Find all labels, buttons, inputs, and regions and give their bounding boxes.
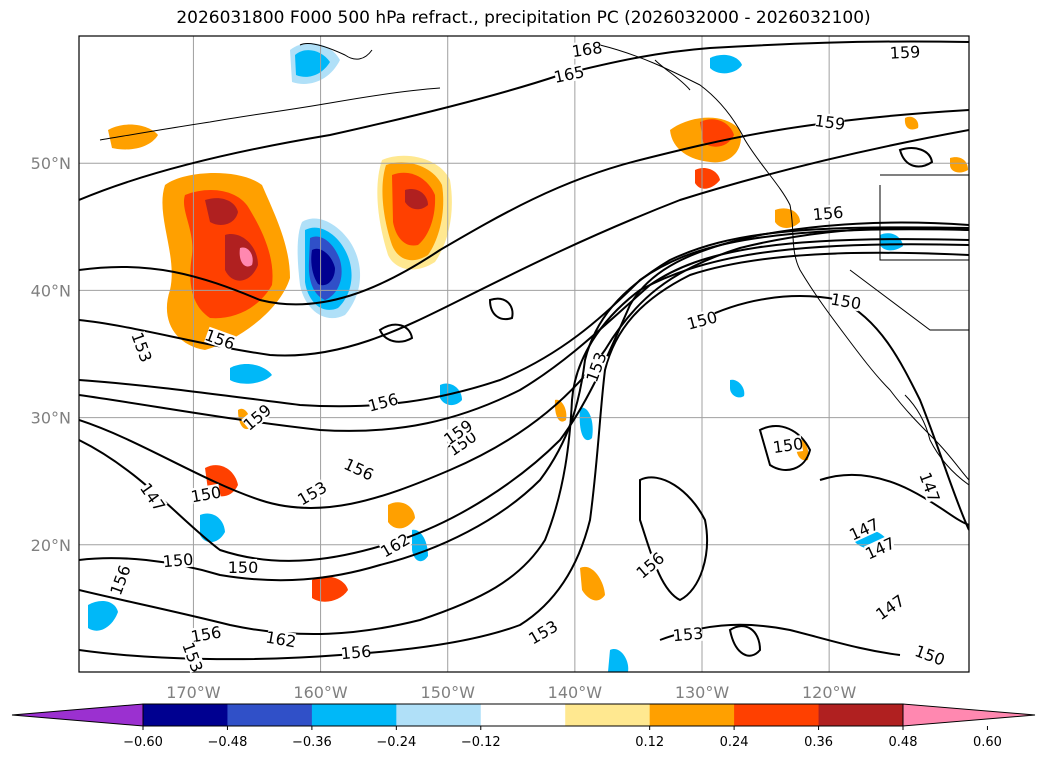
contour-label: 159: [889, 42, 920, 63]
lat-tick-labels: 50°N 40°N 30°N 20°N: [31, 154, 71, 555]
contour-label-bg: [815, 112, 845, 132]
contour-label: 150: [228, 558, 259, 577]
refractivity-contours: [79, 40, 969, 661]
contour-label-bg: [914, 642, 946, 668]
coastlines: [99, 42, 969, 486]
colorbar-tick-label: 0.24: [720, 735, 749, 750]
colorbar-segment: [649, 704, 735, 726]
contour-label-bg: [847, 515, 881, 543]
colorbar-tick-labels: −0.60 −0.48 −0.36 −0.24 −0.12 0.12 0.24 0.36 0.4…: [123, 726, 1002, 750]
colorbar-extend-low: [11, 703, 144, 727]
contour-label-bg: [526, 618, 560, 646]
colorbar-tick-label: −0.24: [376, 735, 416, 750]
lon-tick-label: 150°W: [421, 683, 476, 702]
contour-label-bg: [813, 203, 843, 223]
contour-label: 156: [812, 203, 844, 225]
contour-label-bg: [773, 435, 803, 455]
colorbar-tick-label: 0.48: [889, 735, 918, 750]
contour-label-bg: [378, 531, 412, 559]
lon-tick-label: 140°W: [548, 683, 603, 702]
contour-label-bg: [583, 351, 609, 383]
lon-tick-label: 120°W: [802, 683, 857, 702]
colorbar-tick-label: 0.60: [973, 735, 1002, 750]
contour-label-bg: [229, 559, 257, 575]
colorbar-tick-label: 0.12: [635, 735, 664, 750]
colorbar-tick-label: −0.48: [208, 735, 248, 750]
contour-label: 168: [571, 38, 604, 61]
contour-label-bg: [572, 39, 602, 59]
colorbar-extend-high: [902, 703, 1036, 727]
contour-label-bg: [295, 479, 329, 507]
colorbar-segment: [311, 704, 397, 726]
colorbar-segment: [227, 704, 313, 726]
contour-labels: 1681651591591561561561531531501501501471…: [106, 38, 947, 675]
contour-label-bg: [129, 331, 155, 363]
contour-label-bg: [241, 401, 273, 433]
contour-label-bg: [445, 428, 479, 458]
colorbar-segment: [396, 704, 482, 726]
map-grid: [79, 36, 969, 672]
lat-tick-label: 40°N: [31, 281, 71, 300]
colorbar-segment: [143, 704, 228, 726]
colorbar: [11, 703, 1036, 727]
contour-label-bg: [342, 455, 376, 483]
contour-label-bg: [204, 326, 236, 352]
contour-label-bg: [441, 417, 475, 447]
contour-label-bg: [367, 390, 399, 414]
contour-label-bg: [341, 642, 371, 662]
precipitation-shading: [88, 43, 968, 672]
lon-tick-label: 170°W: [166, 683, 221, 702]
lat-tick-label: 30°N: [31, 409, 71, 428]
contour-label: 150: [772, 434, 805, 457]
contour-label-bg: [890, 43, 920, 61]
contour-label-bg: [917, 471, 943, 503]
colorbar-segment: [565, 704, 651, 726]
contour-label-bg: [265, 628, 297, 650]
contour-label-bg: [107, 564, 133, 596]
contour-label-bg: [634, 549, 666, 581]
colorbar-tick-label: −0.60: [123, 735, 163, 750]
colorbar-segment: [818, 704, 904, 726]
colorbar-segment: [480, 704, 566, 726]
lon-tick-label: 130°W: [675, 683, 730, 702]
colorbar-tick-label: −0.12: [461, 735, 501, 750]
contour-label: 150: [162, 550, 194, 572]
contour-label-bg: [553, 63, 585, 85]
lon-tick-label: 160°W: [293, 683, 348, 702]
colorbar-tick-label: 0.36: [804, 735, 833, 750]
chart-title: 2026031800 F000 500 hPa refract., precip…: [176, 8, 871, 28]
map-frame: [78, 35, 970, 673]
contour-label-bg: [190, 483, 222, 505]
contour-label-bg: [863, 534, 897, 562]
contour-label: 159: [813, 111, 846, 134]
lon-tick-labels: 170°W 160°W 150°W 140°W 130°W 120°W: [166, 683, 856, 702]
lat-tick-label: 50°N: [31, 154, 71, 173]
contour-label-bg: [830, 290, 862, 312]
contour-label-bg: [673, 624, 703, 644]
colorbar-segment: [734, 704, 820, 726]
contour-label: 156: [340, 642, 372, 664]
lat-tick-label: 20°N: [31, 536, 71, 555]
contour-label-bg: [686, 308, 718, 332]
colorbar-outline: [142, 703, 904, 727]
contour-label-bg: [138, 480, 168, 514]
colorbar-tick-label: −0.36: [292, 735, 332, 750]
contour-label-bg: [180, 641, 206, 673]
contour-label-bg: [873, 592, 907, 622]
contour-label-bg: [163, 550, 193, 570]
contour-label: 153: [672, 624, 704, 646]
contour-label-bg: [190, 623, 222, 645]
